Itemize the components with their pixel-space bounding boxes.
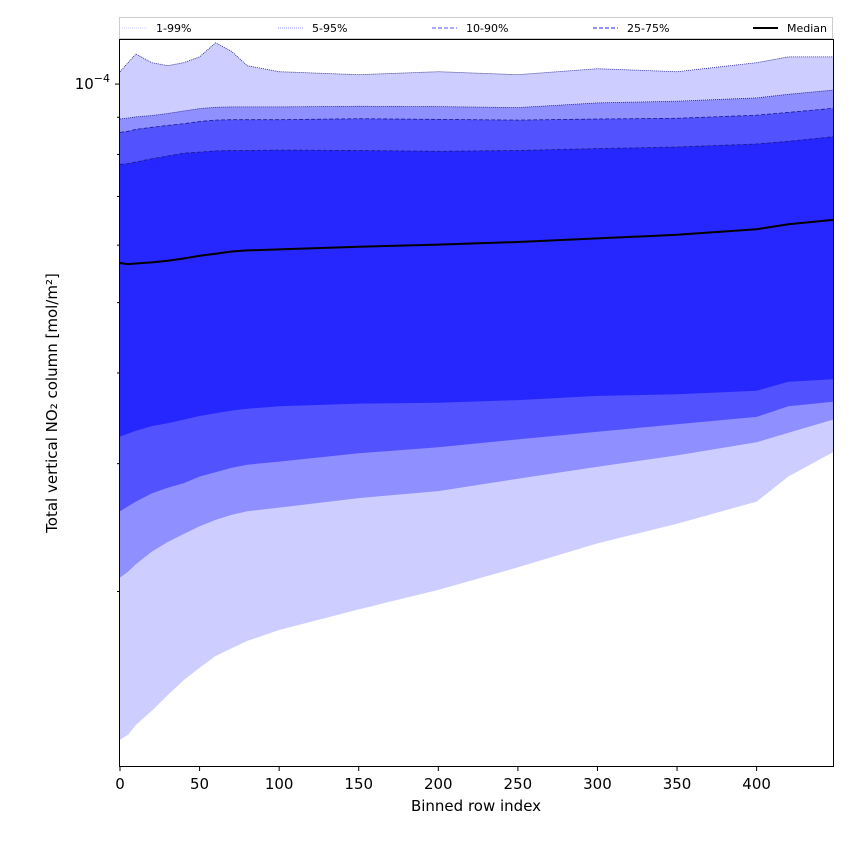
- line-median: [119, 218, 834, 266]
- x-tick-label-50: 50: [190, 775, 209, 793]
- legend-box: [119, 17, 833, 39]
- legend-label-3: 25-75%: [627, 22, 669, 35]
- x-tick-label-0: 0: [115, 775, 125, 793]
- line-upper-25-75: [119, 136, 834, 165]
- band-25-75: [120, 136, 833, 437]
- x-axis-label: Binned row index: [411, 797, 541, 815]
- x-tick-label-150: 150: [344, 775, 373, 793]
- x-tick-label-250: 250: [504, 775, 533, 793]
- x-tick-label-200: 200: [424, 775, 453, 793]
- x-tick-label-300: 300: [583, 775, 612, 793]
- percentile-lines: [119, 42, 834, 266]
- legend-label-4: Median: [787, 22, 827, 35]
- y-axis-ticks: 10−4: [75, 72, 120, 593]
- line-upper-1-99: [119, 42, 833, 76]
- line-upper-5-95: [119, 89, 834, 120]
- legend: 1-99% 5-95% 10-90% 25-75% Median: [119, 17, 833, 39]
- y-axis-label: Total vertical NO₂ column [mol/m²]: [43, 273, 61, 534]
- legend-label-0: 1-99%: [156, 22, 191, 35]
- x-axis-ticks: 0 50 100 150 200 250 300 350 400: [115, 766, 771, 793]
- legend-label-1: 5-95%: [312, 22, 347, 35]
- x-tick-label-400: 400: [742, 775, 771, 793]
- x-tick-label-100: 100: [265, 775, 294, 793]
- legend-label-2: 10-90%: [466, 22, 508, 35]
- plot-frame: [119, 39, 834, 767]
- line-upper-10-90: [119, 107, 834, 133]
- y-tick-label-major: 10−4: [75, 72, 110, 93]
- percentile-bands: [120, 42, 833, 740]
- x-tick-label-350: 350: [663, 775, 692, 793]
